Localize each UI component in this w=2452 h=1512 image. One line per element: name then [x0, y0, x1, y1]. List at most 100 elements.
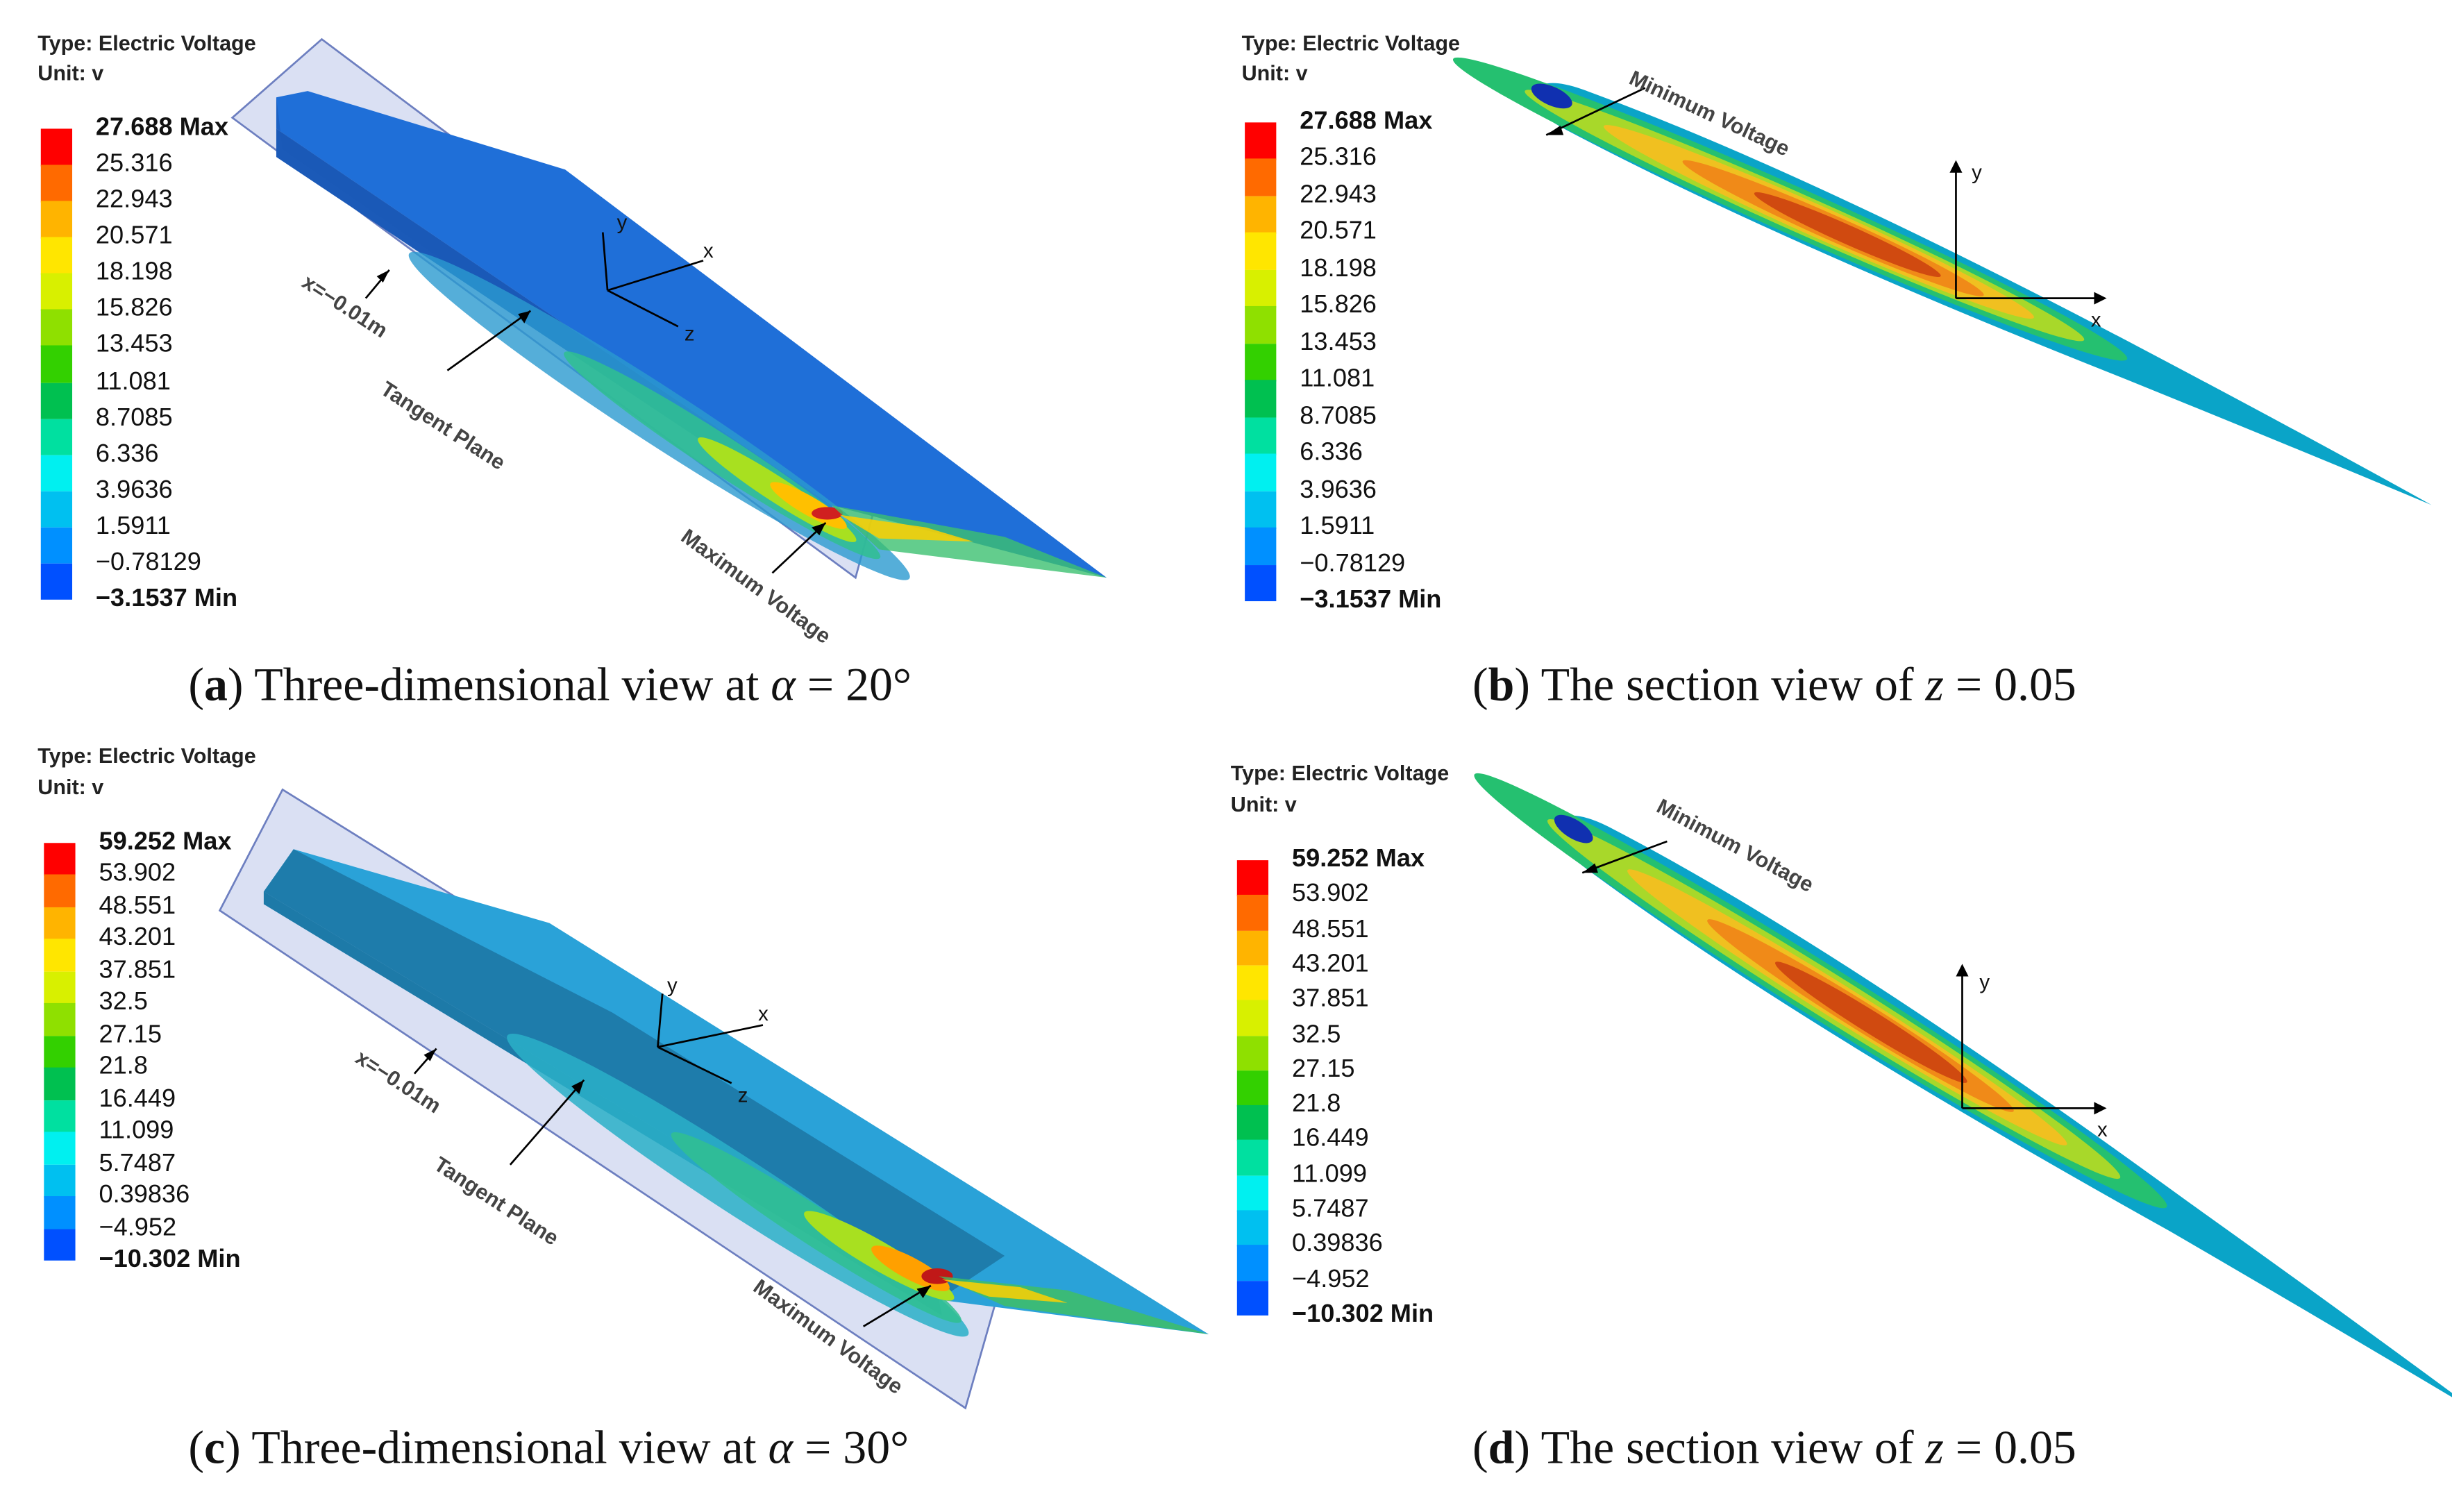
header-unit: Unit: v: [1241, 61, 1308, 85]
legend-swatch: [40, 201, 73, 239]
axis-z-label: z: [684, 321, 695, 346]
legend-label: 48.551: [1291, 916, 1369, 943]
legend-label: 27.688 Max: [95, 115, 229, 142]
panel-b: Type: Electric Voltage Unit: v: [1225, 0, 2452, 738]
legend-label: 0.39836: [1291, 1231, 1383, 1259]
legend-label: 15.826: [1300, 292, 1377, 319]
header-type: Type: Electric Voltage: [1230, 761, 1450, 785]
legend-label: 43.201: [99, 925, 176, 952]
legend-label: −4.952: [1291, 1266, 1370, 1293]
legend-swatch: [44, 1164, 76, 1198]
axis-x-label: x: [703, 238, 714, 262]
legend-swatch: [1245, 306, 1277, 344]
legend-swatch: [1236, 1105, 1269, 1141]
legend-swatch: [1236, 860, 1269, 896]
legend-label: 37.851: [1291, 986, 1369, 1013]
legend-swatch: [1245, 196, 1277, 234]
caption-text: The section view of: [1540, 659, 1914, 712]
caption-rest: = 20°: [795, 659, 912, 712]
legend-swatch: [44, 843, 76, 876]
legend-swatch: [44, 1228, 76, 1261]
legend-label: −3.1537 Min: [1300, 587, 1442, 614]
legend-label: 59.252 Max: [1291, 846, 1425, 873]
legend-swatch: [44, 1068, 76, 1101]
legend-swatch: [44, 1100, 76, 1133]
legend-label: 59.252 Max: [99, 828, 232, 856]
legend-swatch: [44, 1003, 76, 1036]
legend-swatch: [40, 455, 73, 492]
caption-rest: = 0.05: [1943, 1422, 2076, 1475]
legend-swatch: [1245, 490, 1277, 529]
legend-label: 27.688 Max: [1300, 108, 1433, 135]
axis-triad: [1581, 840, 2097, 1109]
legend-label: 13.453: [1300, 329, 1377, 356]
legend-label: 16.449: [99, 1086, 176, 1113]
legend-label: 5.7487: [99, 1150, 176, 1177]
legend-swatch: [1236, 1140, 1269, 1177]
min-arrow: [1545, 87, 1646, 136]
legend-swatch: [40, 563, 73, 600]
legend-label: 11.099: [99, 1118, 174, 1145]
legend-swatch: [44, 1196, 76, 1229]
legend-label: 25.316: [95, 151, 173, 178]
legend-label: 5.7487: [1291, 1196, 1369, 1223]
legend-label: 0.39836: [99, 1182, 190, 1209]
caption-letter: a: [203, 659, 228, 712]
axis-triad: [1545, 87, 2097, 299]
caption-var: α: [771, 659, 796, 712]
legend-label: −3.1537 Min: [95, 585, 238, 612]
axis-x-label: x: [2097, 1117, 2108, 1141]
caption-rest: = 0.05: [1943, 659, 2076, 712]
legend-label: 6.336: [1300, 439, 1363, 467]
legend-swatch: [1245, 564, 1277, 603]
legend-label: 22.943: [1300, 182, 1377, 209]
caption-d: (d) The section view of z = 0.05: [1472, 1422, 2076, 1475]
legend-swatch: [40, 346, 73, 383]
axis-z-label: z: [737, 1083, 748, 1107]
caption-var: z: [1925, 659, 1944, 712]
legend-swatch: [40, 165, 73, 202]
legend-swatch: [1245, 269, 1277, 308]
legend-label: 15.826: [95, 295, 173, 323]
caption-var: α: [768, 1422, 793, 1475]
legend-swatch: [1236, 1035, 1269, 1071]
legend-label: 53.902: [1291, 881, 1369, 908]
legend-swatch: [44, 907, 76, 941]
legend-label: −10.302 Min: [1291, 1301, 1434, 1328]
header-type: Type: Electric Voltage: [37, 744, 256, 768]
legend-label: 18.198: [95, 259, 173, 287]
legend-swatch: [1245, 527, 1277, 566]
legend-label: 18.198: [1300, 255, 1377, 283]
legend-swatch: [1245, 159, 1277, 197]
legend-swatch: [40, 274, 73, 311]
legend-label: 3.9636: [1300, 476, 1377, 503]
panel-c: Type: Electric Voltage Unit: v: [0, 738, 1225, 1512]
legend-label: 3.9636: [95, 476, 173, 504]
legend-label: −0.78129: [1300, 550, 1406, 578]
axis-y-label: y: [616, 210, 628, 234]
section-view: [1452, 57, 2432, 505]
legend-label: 11.099: [1291, 1161, 1367, 1188]
legend-label: 37.851: [99, 957, 176, 984]
caption-text: Three-dimensional view at: [251, 1422, 757, 1475]
model-3d-view: [230, 37, 1107, 580]
caption-letter: b: [1488, 659, 1515, 712]
legend-swatch: [1236, 895, 1269, 932]
legend-swatch: [44, 875, 76, 908]
caption-var: z: [1925, 1422, 1944, 1475]
legend-label: 25.316: [1300, 145, 1377, 172]
color-legend: 27.688 Max 25.316 22.943 20.571 18.198 15.826…: [40, 115, 292, 612]
legend-swatch: [1236, 930, 1269, 966]
tangent-arrow: [509, 1079, 585, 1166]
panel-a: Type: Electric Voltage Unit: v: [0, 0, 1225, 738]
caption-c: (c) Three-dimensional view at α = 30°: [188, 1422, 909, 1475]
legend-swatch: [1236, 965, 1269, 1002]
legend-label: 6.336: [95, 440, 159, 468]
legend-swatch: [40, 237, 73, 275]
section-view: [1474, 773, 2452, 1415]
legend-label: 21.8: [99, 1053, 148, 1081]
legend-swatch: [1236, 1070, 1269, 1107]
body-top-face: [276, 91, 1107, 578]
legend-swatch: [40, 382, 73, 419]
